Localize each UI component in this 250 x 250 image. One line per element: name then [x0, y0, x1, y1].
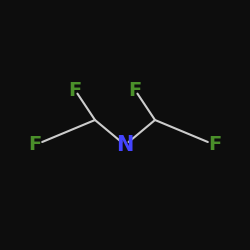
- Text: F: F: [128, 80, 141, 100]
- Text: F: F: [28, 136, 42, 154]
- Text: F: F: [208, 136, 222, 154]
- Text: N: N: [116, 135, 134, 155]
- Text: F: F: [68, 80, 82, 100]
